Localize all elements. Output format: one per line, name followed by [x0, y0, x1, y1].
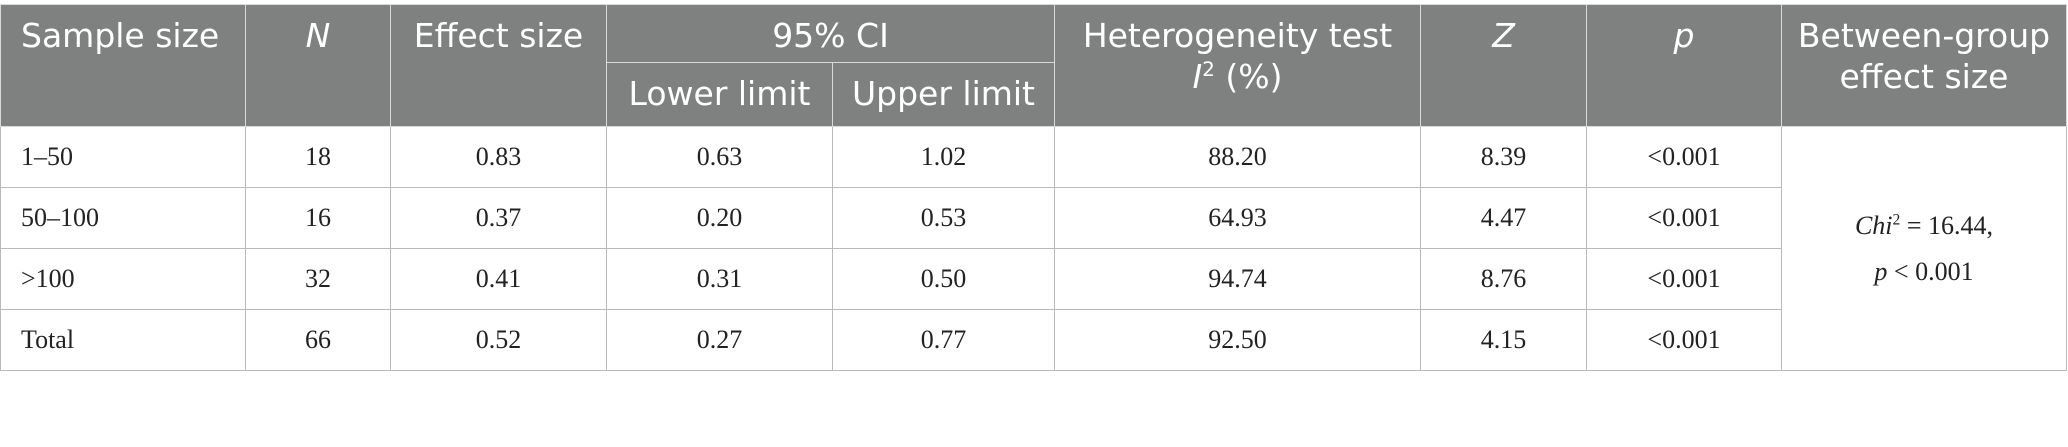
- header-lower-limit: Lower limit: [606, 62, 833, 127]
- cell-lower-limit: 0.31: [606, 248, 833, 310]
- cell-n: 32: [245, 248, 391, 310]
- cell-upper-limit: 0.77: [832, 309, 1055, 371]
- header-between-group: Between-group effect size: [1781, 4, 2067, 127]
- cell-lower-limit: 0.27: [606, 309, 833, 371]
- meta-analysis-table: Sample size N Effect size 95% CI Heterog…: [0, 4, 2067, 371]
- cell-heterogeneity: 92.50: [1054, 309, 1421, 371]
- header-effect-size: Effect size: [390, 4, 607, 127]
- header-95-ci: 95% CI: [606, 4, 1055, 63]
- table-body: 1–50 18 0.83 0.63 1.02 88.20 8.39 <0.001…: [0, 126, 2067, 371]
- chi-sup: 2: [1892, 210, 1901, 228]
- header-heterogeneity-title: Heterogeneity test: [1082, 16, 1393, 55]
- cell-p: <0.001: [1586, 248, 1782, 310]
- cell-n: 16: [245, 187, 391, 249]
- header-upper-limit: Upper limit: [832, 62, 1055, 127]
- header-sample-size: Sample size: [0, 4, 246, 127]
- cell-upper-limit: 0.50: [832, 248, 1055, 310]
- header-p: p: [1586, 4, 1782, 127]
- cell-sample-size: 50–100: [0, 187, 246, 249]
- cell-between-group-effect: Chi2 = 16.44, p < 0.001: [1781, 126, 2067, 371]
- table-header: Sample size N Effect size 95% CI Heterog…: [0, 4, 2067, 127]
- cell-n: 66: [245, 309, 391, 371]
- header-z: Z: [1420, 4, 1587, 127]
- cell-sample-size: >100: [0, 248, 246, 310]
- between-p-value: < 0.001: [1887, 256, 1974, 286]
- cell-heterogeneity: 88.20: [1054, 126, 1421, 188]
- header-heterogeneity-i: I: [1192, 57, 1203, 96]
- chi-label: Chi: [1854, 210, 1893, 240]
- cell-effect-size: 0.83: [390, 126, 607, 188]
- header-row-1: Sample size N Effect size 95% CI Heterog…: [0, 4, 2067, 127]
- cell-z: 8.76: [1420, 248, 1587, 310]
- cell-sample-size: 1–50: [0, 126, 246, 188]
- cell-z: 8.39: [1420, 126, 1587, 188]
- cell-z: 4.15: [1420, 309, 1587, 371]
- header-row-2: Lower limit Upper limit: [1, 62, 2067, 127]
- table-row: 1–50 18 0.83 0.63 1.02 88.20 8.39 <0.001…: [0, 126, 2067, 371]
- cell-lower-limit: 0.63: [606, 126, 833, 188]
- cell-heterogeneity: 64.93: [1054, 187, 1421, 249]
- cell-upper-limit: 0.53: [832, 187, 1055, 249]
- cell-upper-limit: 1.02: [832, 126, 1055, 188]
- cell-lower-limit: 0.20: [606, 187, 833, 249]
- chi-value: = 16.44,: [1900, 210, 1994, 240]
- cell-effect-size: 0.41: [390, 248, 607, 310]
- cell-p: <0.001: [1586, 187, 1782, 249]
- table-row: >100 32 0.41 0.31 0.50 94.74 8.76 <0.001: [0, 248, 2067, 310]
- cell-n: 18: [245, 126, 391, 188]
- cell-sample-size: Total: [0, 309, 246, 371]
- cell-effect-size: 0.37: [390, 187, 607, 249]
- cell-p: <0.001: [1586, 126, 1782, 188]
- header-heterogeneity: Heterogeneity test I2 (%): [1054, 4, 1421, 127]
- header-heterogeneity-sup: 2: [1202, 58, 1215, 81]
- header-n: N: [245, 4, 391, 127]
- cell-z: 4.47: [1420, 187, 1587, 249]
- header-heterogeneity-unit: (%): [1214, 57, 1283, 96]
- cell-heterogeneity: 94.74: [1054, 248, 1421, 310]
- cell-effect-size: 0.52: [390, 309, 607, 371]
- cell-p: <0.001: [1586, 309, 1782, 371]
- table-row: 50–100 16 0.37 0.20 0.53 64.93 4.47 <0.0…: [0, 187, 2067, 249]
- table-row: Total 66 0.52 0.27 0.77 92.50 4.15 <0.00…: [0, 309, 2067, 371]
- between-p-label: p: [1874, 256, 1888, 286]
